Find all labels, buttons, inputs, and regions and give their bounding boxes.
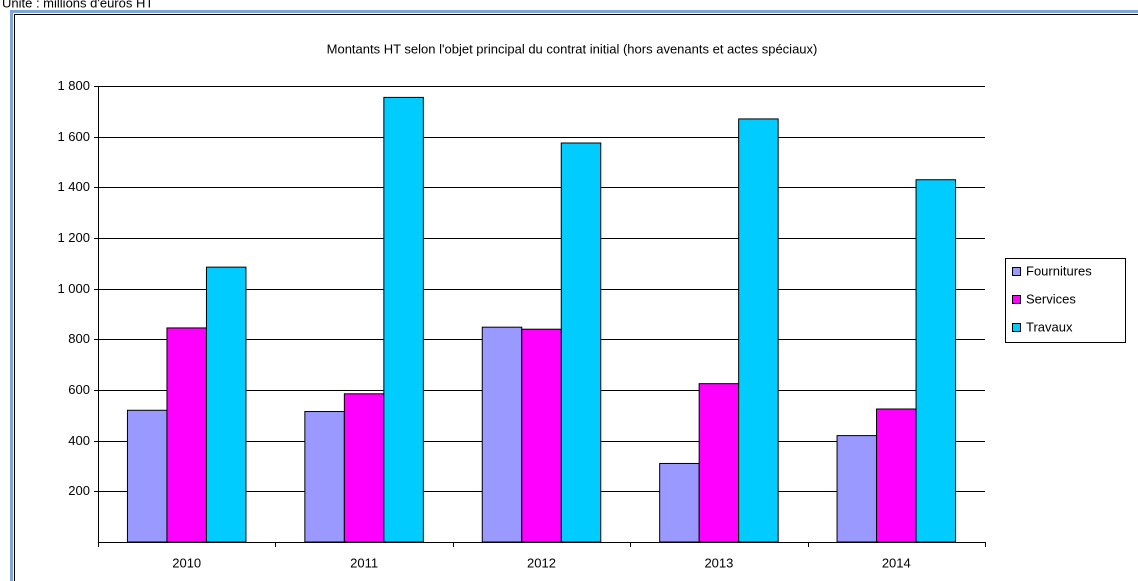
y-tick-label: 1 600 <box>57 129 90 144</box>
unit-note: Unité : millions d'euros HT <box>2 0 153 10</box>
bar <box>481 326 523 543</box>
legend-label: Services <box>1026 291 1076 306</box>
x-tick-label: 2010 <box>172 555 201 570</box>
y-tick-label: 600 <box>68 382 90 397</box>
y-tick-label: 1 400 <box>57 179 90 194</box>
y-tick-label: 200 <box>68 483 90 498</box>
bar <box>521 328 562 543</box>
x-tick-label: 2014 <box>882 555 911 570</box>
bar <box>343 393 385 543</box>
legend-label: Travaux <box>1026 319 1073 334</box>
y-tick-label: 400 <box>68 433 90 448</box>
bar <box>166 327 207 543</box>
chart-border <box>14 14 1138 581</box>
legend-swatch <box>1012 295 1021 304</box>
bar <box>304 411 345 543</box>
x-tick-label: 2012 <box>527 555 556 570</box>
bar <box>126 409 168 543</box>
legend <box>1005 258 1126 343</box>
y-tick-label: 1 800 <box>57 78 90 93</box>
legend-label: Fournitures <box>1026 263 1092 278</box>
bar <box>876 408 917 543</box>
bar <box>659 462 700 543</box>
x-tick-label: 2011 <box>350 555 378 570</box>
bar <box>698 383 740 543</box>
bar <box>205 266 247 543</box>
bar <box>915 179 957 543</box>
bar <box>836 435 878 543</box>
bar <box>560 142 602 543</box>
bar <box>738 118 779 543</box>
chart-title: Montants HT selon l'objet principal du c… <box>327 41 818 56</box>
y-tick-label: 1 200 <box>57 230 90 245</box>
y-tick-label: 1 000 <box>57 281 90 296</box>
bar <box>383 96 424 543</box>
y-tick-label: 800 <box>68 331 90 346</box>
legend-swatch <box>1012 267 1021 276</box>
legend-swatch <box>1012 323 1021 332</box>
x-tick-label: 2013 <box>704 555 733 570</box>
